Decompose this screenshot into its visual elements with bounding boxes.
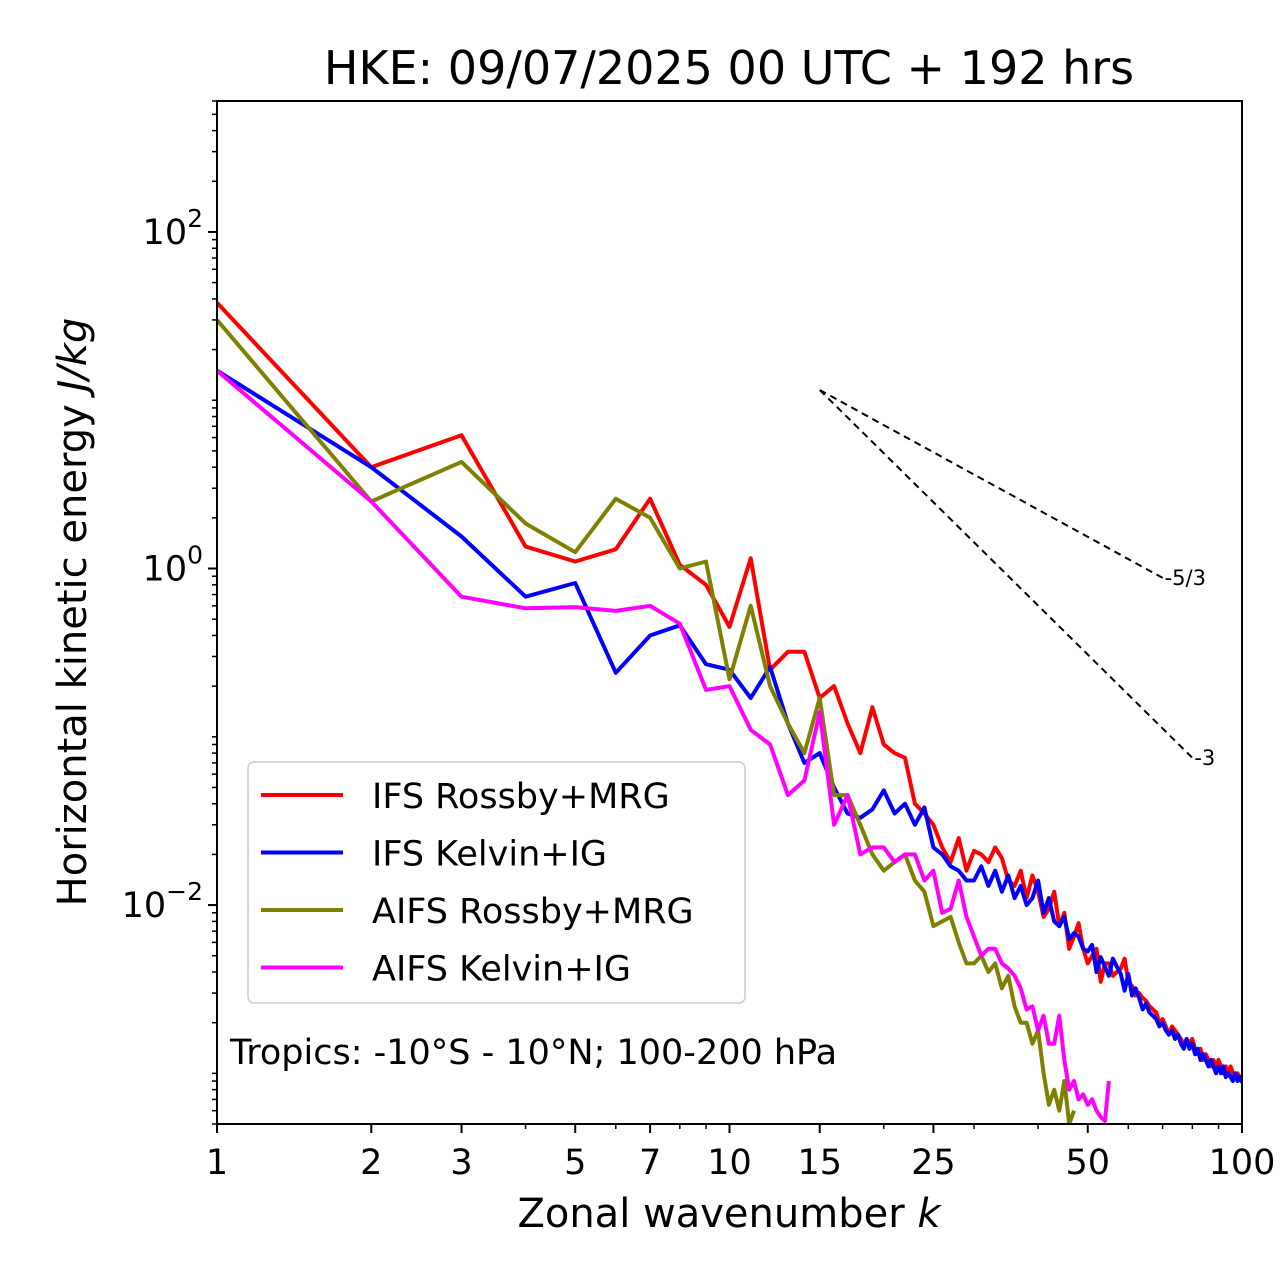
legend-label: IFS Kelvin+IG xyxy=(372,835,607,875)
reference-slope-line xyxy=(819,389,1194,759)
chart-title: HKE: 09/07/2025 00 UTC + 192 hrs xyxy=(324,41,1134,95)
y-tick-label: 10−2 xyxy=(122,877,203,926)
x-tick-label: 50 xyxy=(1065,1143,1110,1183)
legend-label: AIFS Kelvin+IG xyxy=(372,950,631,990)
y-axis-label-text: Horizontal kinetic energy xyxy=(50,404,96,906)
x-tick-label: 2 xyxy=(360,1143,382,1183)
x-tick-label: 3 xyxy=(450,1143,472,1183)
legend-box xyxy=(247,761,746,1004)
series-line-4 xyxy=(217,369,1111,1124)
tick-layer: 1 2 3 5 7 10 15 25 50 100 102 100 10−2 xyxy=(122,100,1276,1183)
x-tick-label: 10 xyxy=(707,1143,752,1183)
y-axis-label: Horizontal kinetic energy J/kg xyxy=(50,318,96,907)
legend: IFS Rossby+MRG IFS Kelvin+IG AIFS Rossby+M… xyxy=(247,761,746,1004)
x-tick-label: 7 xyxy=(639,1143,661,1183)
reference-slope-label: -3 xyxy=(1194,746,1215,770)
x-tick-label: 15 xyxy=(797,1143,842,1183)
region-annotation: Tropics: -10°S - 10°N; 100-200 hPa xyxy=(229,1033,837,1073)
x-tick-label: 100 xyxy=(1209,1143,1276,1183)
y-tick-label: 100 xyxy=(143,541,203,590)
x-axis-label-text: Zonal wavenumber xyxy=(517,1191,905,1237)
y-axis-label-unit: J/kg xyxy=(50,318,96,399)
legend-label: IFS Rossby+MRG xyxy=(372,777,670,817)
series-line-3 xyxy=(217,318,1076,1124)
reference-slope-line xyxy=(819,389,1164,579)
x-axis-label: Zonal wavenumber k xyxy=(517,1191,942,1237)
reference-layer: -5/3 -3 xyxy=(819,389,1215,770)
x-tick-label: 25 xyxy=(911,1143,956,1183)
x-axis-label-var: k xyxy=(917,1191,942,1237)
x-tick-label: 5 xyxy=(564,1143,586,1183)
y-tick-label: 102 xyxy=(143,204,203,253)
legend-label: AIFS Rossby+MRG xyxy=(372,892,694,932)
series-layer xyxy=(217,301,1242,1124)
reference-slope-label: -5/3 xyxy=(1165,566,1206,590)
x-tick-label: 1 xyxy=(206,1143,228,1183)
plot-frame xyxy=(216,100,1243,1125)
